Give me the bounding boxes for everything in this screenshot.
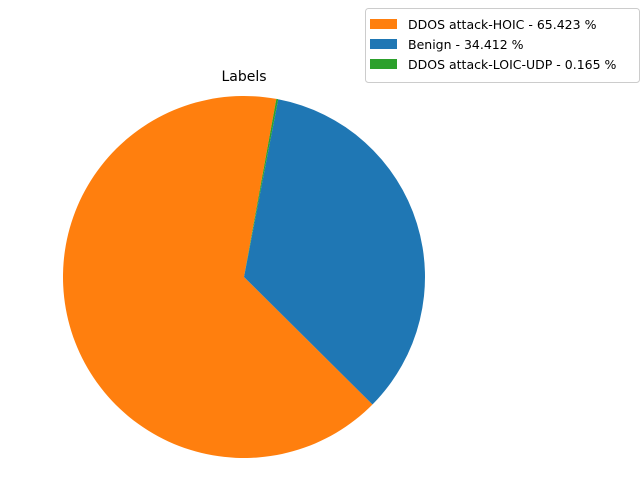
pie-slice-1 [244,99,426,405]
pie-slices [62,96,426,459]
legend-label-2: DDOS attack-LOIC-UDP - 0.165 % [408,57,617,72]
pie-slice-0 [62,96,373,459]
legend-swatch-1 [370,39,397,49]
legend-swatch-0 [370,19,397,29]
pie-slice-2 [244,98,279,277]
legend-swatch-2 [370,59,397,69]
legend-label-0: DDOS attack-HOIC - 65.423 % [408,17,597,32]
chart-title: Labels [221,69,266,85]
legend-label-1: Benign - 34.412 % [408,37,524,52]
legend-items: DDOS attack-HOIC - 65.423 % Benign - 34.4… [370,17,617,72]
legend: DDOS attack-HOIC - 65.423 % Benign - 34.4… [365,8,640,83]
